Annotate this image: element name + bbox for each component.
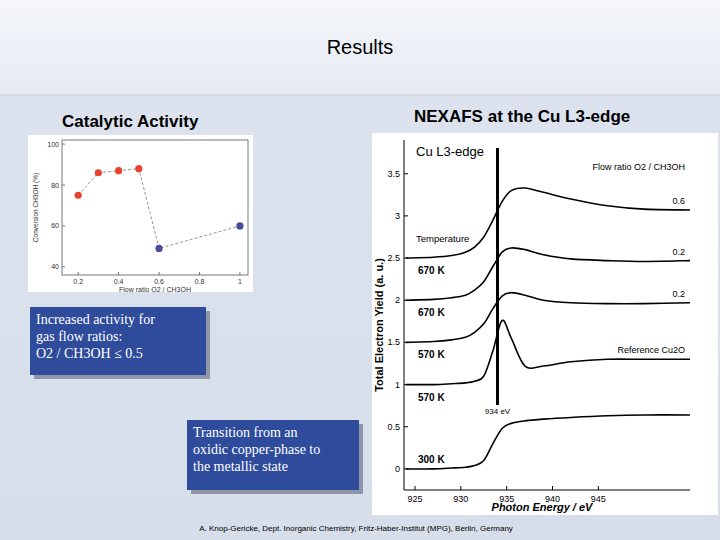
connector-line	[78, 169, 240, 249]
x-tick	[159, 272, 160, 275]
x-tick	[460, 486, 461, 490]
plot-marks	[75, 165, 244, 252]
plot-marks	[406, 148, 690, 469]
slide-canvas: Results A. Knop-Gericke, Dept. Inorganic …	[0, 0, 720, 540]
x-axis-line	[404, 490, 690, 491]
y-tick	[62, 225, 65, 226]
ratio-label: 0.2	[672, 247, 685, 257]
y-tick	[404, 173, 408, 174]
temperature-label: 670 K	[418, 307, 445, 318]
ratio-label: 0.6	[672, 196, 685, 206]
text-line: O2 / CH3OH ≤ 0.5	[36, 345, 200, 362]
text-line: oxidic copper-phase to	[193, 441, 353, 458]
y-tick-label: 2	[395, 295, 400, 305]
header-rule	[0, 95, 720, 96]
ratio-label: Reference Cu2O	[617, 345, 685, 355]
y-tick-label: 2.5	[387, 253, 400, 263]
y-tick-label: 1.5	[387, 337, 400, 347]
text-box: Increased activity forgas flow ratios:O2…	[30, 307, 206, 375]
chart-title: NEXAFS at the Cu L3-edge	[414, 107, 630, 126]
footer: A. Knop-Gericke, Dept. Inorganic Chemist…	[199, 524, 513, 533]
y-tick-label: 80	[51, 182, 59, 189]
x-tick-label: 0.6	[154, 278, 164, 285]
temperature-label: 670 K	[418, 265, 445, 276]
reference-line-label: 934 eV	[485, 407, 511, 416]
text-line: Increased activity for	[36, 311, 200, 328]
slide-title: Results	[327, 36, 394, 58]
text-line: the metallic state	[193, 458, 353, 475]
plot-frame	[62, 140, 248, 275]
text-box: Transition from anoxidic copper-phase to…	[187, 420, 359, 490]
spectrum-line	[406, 415, 690, 469]
x-tick-label: 0.8	[195, 278, 205, 285]
temperature-header: Temperature	[416, 233, 469, 244]
x-tick	[415, 486, 416, 490]
x-tick-label: 925	[407, 494, 422, 504]
x-axis-label: Flow ratio O2 / CH3OH	[119, 286, 191, 293]
x-tick	[199, 272, 200, 275]
reference-line	[496, 148, 499, 405]
x-tick-label: 1	[238, 278, 242, 285]
y-tick	[62, 266, 65, 267]
y-axis-label: Conversion CH3OH (%)	[32, 173, 40, 242]
y-tick	[62, 185, 65, 186]
temperature-label: 300 K	[418, 454, 445, 465]
data-point	[155, 245, 162, 252]
chart-panel	[372, 133, 718, 515]
x-tick-label: 945	[591, 494, 606, 504]
y-tick-label: 3	[395, 211, 400, 221]
y-tick	[404, 215, 408, 216]
ratio-label: 0.2	[672, 289, 685, 299]
x-axis-label: Photon Energy / eV	[492, 501, 595, 513]
text-line: gas flow ratios:	[36, 328, 200, 345]
x-tick	[118, 272, 119, 275]
y-tick-label: 100	[47, 141, 59, 148]
data-point	[75, 192, 82, 199]
data-point	[236, 222, 243, 229]
x-tick	[506, 486, 507, 490]
y-tick-label: 1	[395, 380, 400, 390]
x-tick	[78, 272, 79, 275]
x-tick-label: 930	[453, 494, 468, 504]
y-axis-label: Total Electron Yield (a. u.)	[373, 258, 385, 392]
x-tick	[239, 272, 240, 275]
y-tick-label: 0.5	[387, 422, 400, 432]
data-point	[115, 167, 122, 174]
spectrum-line	[406, 320, 690, 384]
chart-panel	[28, 135, 253, 292]
y-tick-label: 40	[51, 263, 59, 270]
x-tick	[552, 486, 553, 490]
y-tick-label: 0	[395, 464, 400, 474]
y-axis-line	[404, 140, 405, 490]
ratio-header: Flow ratio O2 / CH3OH	[592, 162, 685, 172]
y-tick	[404, 426, 408, 427]
data-point	[135, 165, 142, 172]
y-tick-label: 3.5	[387, 169, 400, 179]
chart-title: Catalytic Activity	[62, 112, 199, 131]
text-line: Transition from an	[193, 424, 353, 441]
temperature-label: 570 K	[418, 349, 445, 360]
data-point	[95, 169, 102, 176]
spectrum-line	[406, 188, 690, 258]
x-tick-label: 0.4	[114, 278, 124, 285]
spectrum-line	[406, 248, 690, 300]
edge-label: Cu L3-edge	[416, 144, 484, 159]
x-tick	[598, 486, 599, 490]
x-tick-label: 0.2	[73, 278, 83, 285]
y-tick-label: 60	[51, 222, 59, 229]
y-tick	[62, 144, 65, 145]
spectrum-line	[406, 293, 690, 343]
temperature-label: 570 K	[418, 392, 445, 403]
